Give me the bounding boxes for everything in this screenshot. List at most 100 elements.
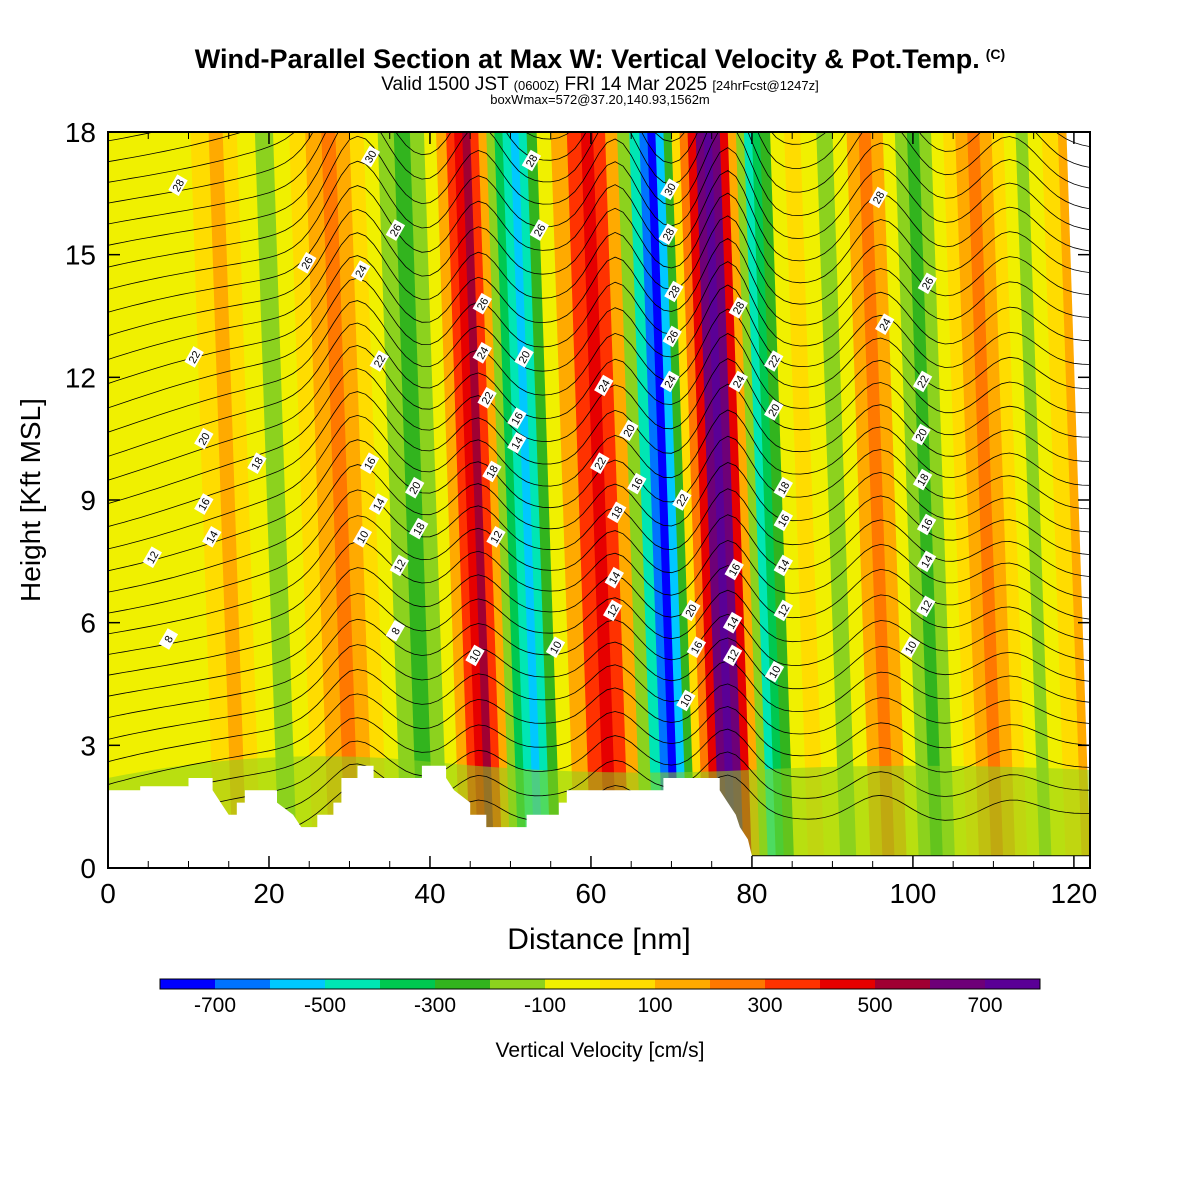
- x-axis-label: Distance [nm]: [507, 923, 690, 956]
- contour-label-bg: [604, 566, 624, 589]
- contour-label-bg: [728, 370, 748, 393]
- velocity-column: [409, 132, 449, 868]
- velocity-column: [800, 132, 842, 868]
- axes: 0 20 40 60 80 100 120 0 3 6 9 12 15 18: [65, 117, 1097, 909]
- contour-label: 12: [916, 595, 936, 618]
- contour-label-bg: [764, 350, 784, 372]
- colorbar-tick-label: 500: [857, 994, 892, 1017]
- contour-label: 20: [911, 423, 931, 446]
- velocity-column: [846, 132, 884, 868]
- contour-label-text: 16: [689, 639, 706, 656]
- theta-contour-line: [108, 683, 1090, 785]
- velocity-column: [486, 132, 520, 868]
- contour-label-text: 18: [609, 504, 626, 521]
- contour-label-text: 26: [475, 296, 492, 313]
- y-tick-label: 12: [65, 362, 96, 393]
- contour-label-text: 28: [171, 177, 188, 194]
- velocity-column: [462, 132, 495, 868]
- colorbar-swatch: [765, 979, 821, 989]
- colorbar-tick-label: 300: [747, 994, 782, 1017]
- contour-label-text: 22: [675, 492, 692, 509]
- theta-contour-line: [108, 238, 1090, 384]
- contour-label: 28: [664, 280, 684, 303]
- contour-label-bg: [773, 554, 793, 577]
- theta-contour-line: [108, 132, 295, 183]
- velocity-column: [784, 132, 825, 868]
- contour-label: 20: [514, 346, 534, 368]
- theta-contour-line: [108, 589, 1090, 697]
- contour-label-bg: [472, 342, 492, 364]
- velocity-column: [735, 132, 769, 868]
- contour-label-text: 24: [475, 345, 492, 362]
- y-tick-label: 6: [80, 608, 96, 639]
- contour-label-text: 8: [390, 626, 403, 637]
- contour-label-bg: [722, 644, 743, 667]
- contour-label: 22: [672, 489, 692, 511]
- contour-label-bg: [672, 489, 692, 511]
- velocity-column: [254, 132, 298, 868]
- contour-label-bg: [664, 280, 684, 303]
- colorbar-swatch: [930, 979, 986, 989]
- contour-label-bg: [916, 550, 937, 573]
- contour-label-bg: [368, 493, 389, 515]
- colorbar-frame: [159, 978, 1041, 990]
- contour-label: 10: [352, 526, 373, 548]
- contour-label: 12: [773, 599, 793, 622]
- contour-label-text: 22: [480, 390, 497, 407]
- contour-label-bg: [486, 526, 506, 548]
- chart-title-text: Wind-Parallel Section at Max W: Vertical…: [194, 44, 980, 74]
- velocity-column: [906, 132, 944, 868]
- valid-time: Valid 1500 JST: [381, 74, 509, 95]
- theta-contour-line: [108, 132, 1090, 246]
- contour-label: 10: [764, 660, 785, 683]
- contour-label-text: 20: [196, 431, 213, 448]
- velocity-column: [770, 132, 809, 868]
- velocity-column: [1015, 132, 1053, 868]
- contour-label-bg: [389, 554, 410, 577]
- colorbar-swatch: [655, 979, 711, 989]
- theta-contour-line: [108, 132, 156, 142]
- contour-label: 24: [594, 374, 614, 397]
- contour-label: 16: [724, 558, 744, 581]
- contour-label-text: 28: [731, 300, 748, 317]
- contour-label-bg: [477, 387, 497, 409]
- contour-label-bg: [764, 399, 784, 421]
- colorbar-tick-label: -100: [524, 994, 566, 1017]
- contour-label-text: 10: [903, 639, 920, 656]
- contour-label-bg: [627, 472, 647, 495]
- contour-label-text: 28: [871, 190, 888, 207]
- contour-label-bg: [472, 292, 492, 315]
- velocity-column: [321, 132, 361, 868]
- contour-label-text: 12: [145, 549, 162, 566]
- contour-label-text: 10: [767, 664, 784, 681]
- velocity-column: [647, 132, 681, 868]
- contour-label-text: 16: [362, 455, 379, 472]
- contour-label-text: 30: [363, 149, 380, 166]
- contour-label-bg: [545, 636, 566, 658]
- x-tick-label: 20: [253, 878, 284, 909]
- velocity-column: [580, 132, 618, 868]
- contour-label: 14: [507, 432, 527, 454]
- contour-label-bg: [916, 595, 936, 618]
- velocity-column: [931, 132, 968, 868]
- contour-label: 10: [465, 644, 485, 667]
- contour-label: 16: [194, 493, 214, 515]
- velocity-column: [967, 132, 1005, 868]
- theta-contour-line: [108, 284, 1090, 433]
- chart-subtitle: Valid 1500 JST (0600Z) FRI 14 Mar 2025 […: [0, 74, 1200, 96]
- contour-label-text: 16: [727, 562, 744, 579]
- contour-label: 14: [604, 566, 624, 589]
- contour-label-bg: [142, 546, 162, 568]
- velocity-column: [454, 132, 487, 868]
- contour-label: 18: [773, 476, 793, 499]
- contour-label: 20: [619, 419, 639, 442]
- theta-contours: [108, 132, 1090, 868]
- colorbar-swatch: [380, 979, 436, 989]
- colorbar-swatch: [710, 979, 766, 989]
- contour-label: 28: [658, 223, 678, 245]
- contour-label-bg: [405, 476, 425, 499]
- terrain: [108, 765, 1090, 868]
- contour-label: 10: [676, 689, 696, 712]
- contour-label: 28: [521, 149, 542, 172]
